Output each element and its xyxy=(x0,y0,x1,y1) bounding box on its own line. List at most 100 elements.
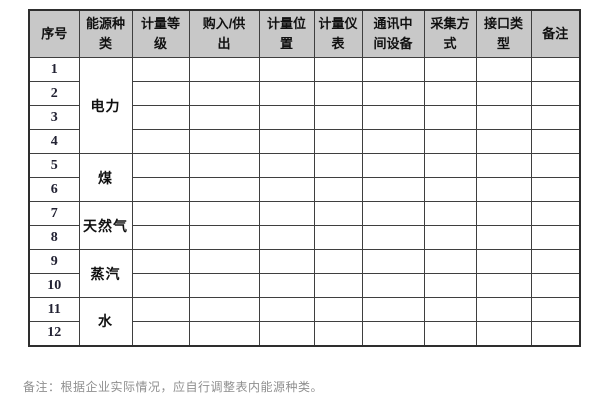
empty-cell xyxy=(131,321,190,346)
empty-cell xyxy=(530,153,581,178)
empty-cell xyxy=(475,129,532,154)
empty-cell xyxy=(258,177,315,202)
empty-cell xyxy=(475,177,532,202)
empty-cell xyxy=(530,273,581,298)
empty-cell xyxy=(423,273,477,298)
empty-cell xyxy=(423,81,477,106)
empty-cell xyxy=(475,273,532,298)
empty-cell xyxy=(258,153,315,178)
energy-type-cell: 水 xyxy=(78,297,133,346)
empty-cell xyxy=(530,225,581,250)
empty-cell xyxy=(258,201,315,226)
empty-cell xyxy=(530,57,581,82)
empty-cell xyxy=(475,321,532,346)
empty-cell xyxy=(313,225,363,250)
empty-cell xyxy=(361,201,425,226)
column-header-0: 序号 xyxy=(28,9,80,58)
empty-cell xyxy=(361,249,425,274)
column-header-8: 接口类 型 xyxy=(475,9,532,58)
empty-cell xyxy=(131,249,190,274)
empty-cell xyxy=(475,225,532,250)
row-number-cell: 6 xyxy=(28,177,80,202)
empty-cell xyxy=(475,153,532,178)
row-number-cell: 3 xyxy=(28,105,80,130)
table-row: 10 xyxy=(28,273,581,298)
empty-cell xyxy=(188,57,260,82)
column-header-5: 计量仪 表 xyxy=(313,9,363,58)
empty-cell xyxy=(313,81,363,106)
empty-cell xyxy=(361,153,425,178)
empty-cell xyxy=(530,249,581,274)
empty-cell xyxy=(131,177,190,202)
column-header-6: 通讯中 间设备 xyxy=(361,9,425,58)
empty-cell xyxy=(423,249,477,274)
empty-cell xyxy=(131,297,190,322)
table-row: 12 xyxy=(28,321,581,346)
energy-type-cell: 电力 xyxy=(78,57,133,154)
empty-cell xyxy=(313,57,363,82)
empty-cell xyxy=(423,129,477,154)
empty-cell xyxy=(131,57,190,82)
energy-type-cell: 煤 xyxy=(78,153,133,202)
row-number-cell: 1 xyxy=(28,57,80,82)
column-header-7: 采集方 式 xyxy=(423,9,477,58)
energy-type-cell: 蒸汽 xyxy=(78,249,133,298)
empty-cell xyxy=(258,105,315,130)
empty-cell xyxy=(131,105,190,130)
empty-cell xyxy=(423,321,477,346)
empty-cell xyxy=(423,297,477,322)
table-row: 7 天然气 xyxy=(28,201,581,250)
row-number-cell: 7 xyxy=(28,201,80,226)
table-row: 1 电力 xyxy=(28,57,581,154)
empty-cell xyxy=(530,321,581,346)
table-row: 2 xyxy=(28,81,581,106)
empty-cell xyxy=(188,153,260,178)
empty-cell xyxy=(475,201,532,226)
empty-cell xyxy=(188,129,260,154)
empty-cell xyxy=(475,81,532,106)
empty-cell xyxy=(475,57,532,82)
empty-cell xyxy=(188,201,260,226)
empty-cell xyxy=(258,81,315,106)
empty-cell xyxy=(423,153,477,178)
empty-cell xyxy=(258,321,315,346)
empty-cell xyxy=(530,81,581,106)
empty-cell xyxy=(530,129,581,154)
empty-cell xyxy=(361,225,425,250)
empty-cell xyxy=(188,225,260,250)
empty-cell xyxy=(530,201,581,226)
empty-cell xyxy=(313,105,363,130)
empty-cell xyxy=(361,177,425,202)
row-number-cell: 10 xyxy=(28,273,80,298)
column-header-1: 能源种 类 xyxy=(78,9,133,58)
empty-cell xyxy=(361,57,425,82)
empty-cell xyxy=(423,201,477,226)
energy-measurement-table: 序号 能源种 类计量等 级购入/供 出计量位 置计量仪 表通讯中 间设备 采集方 式… xyxy=(28,9,581,347)
empty-cell xyxy=(361,105,425,130)
empty-cell xyxy=(313,249,363,274)
empty-cell xyxy=(258,129,315,154)
empty-cell xyxy=(475,297,532,322)
empty-cell xyxy=(313,153,363,178)
empty-cell xyxy=(131,81,190,106)
empty-cell xyxy=(131,201,190,226)
empty-cell xyxy=(530,105,581,130)
empty-cell xyxy=(258,57,315,82)
row-number-cell: 9 xyxy=(28,249,80,274)
row-number-cell: 4 xyxy=(28,129,80,154)
empty-cell xyxy=(361,297,425,322)
column-header-3: 购入/供 出 xyxy=(188,9,260,58)
empty-cell xyxy=(188,81,260,106)
empty-cell xyxy=(313,273,363,298)
empty-cell xyxy=(258,249,315,274)
empty-cell xyxy=(423,225,477,250)
empty-cell xyxy=(423,57,477,82)
table-body: 1 电力 2 3 4 5 煤 6 7 天然气 8 9 蒸汽 10 11 水 12 xyxy=(28,57,581,346)
row-number-cell: 8 xyxy=(28,225,80,250)
table-row: 11 水 xyxy=(28,297,581,346)
column-header-4: 计量位 置 xyxy=(258,9,315,58)
row-number-cell: 12 xyxy=(28,321,80,346)
empty-cell xyxy=(313,321,363,346)
